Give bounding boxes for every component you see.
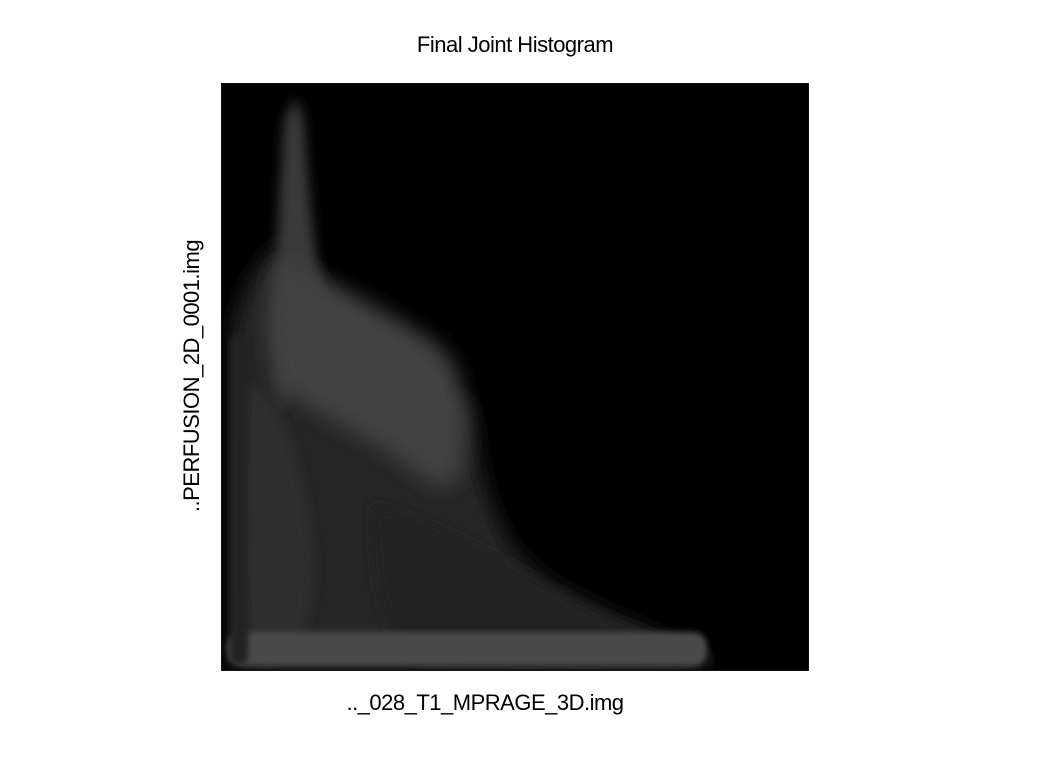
y-axis-label: ..PERFUSION_2D_0001.img xyxy=(179,240,205,512)
density-left-edge xyxy=(230,334,248,664)
histogram-image xyxy=(222,84,808,670)
x-axis-label: .._028_T1_MPRAGE_3D.img xyxy=(220,690,750,716)
histogram-axes xyxy=(221,83,809,671)
density-bottom-band xyxy=(227,632,707,666)
chart-title: Final Joint Histogram xyxy=(220,32,810,58)
